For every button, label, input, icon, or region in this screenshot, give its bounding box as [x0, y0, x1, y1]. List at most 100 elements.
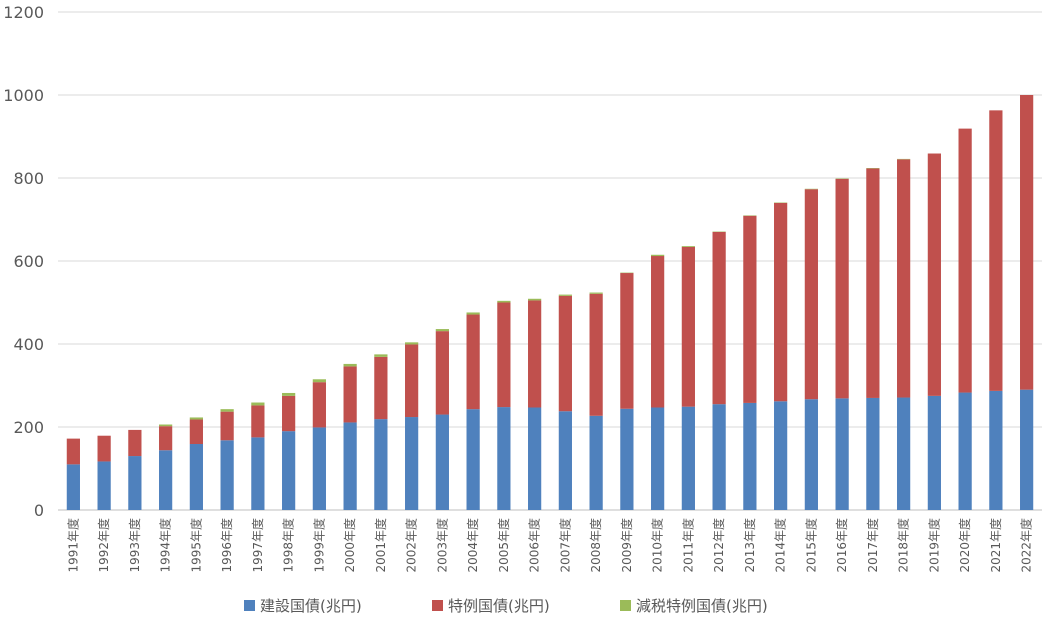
bar-segment-series-3 — [343, 363, 357, 367]
bar-segment-series-3 — [405, 342, 419, 345]
bar-segment-series-2 — [866, 168, 880, 398]
x-tick-label: 2004年度 — [465, 518, 480, 573]
legend-label: 建設国債(兆円) — [260, 597, 362, 615]
bar-segment-series-3 — [528, 298, 542, 301]
bar-segment-series-3 — [220, 409, 234, 412]
bar-segment-series-1 — [312, 427, 326, 510]
x-tick-label: 1992年度 — [96, 518, 111, 573]
legend: 建設国債(兆円) 特例国債(兆円) 減税特例国債(兆円) — [244, 597, 768, 615]
bar-segment-series-1 — [1020, 389, 1034, 510]
bar-segment-series-1 — [128, 456, 142, 510]
bar-segment-series-1 — [804, 399, 818, 510]
bar-segment-series-1 — [374, 419, 388, 510]
bar-segment-series-1 — [189, 444, 203, 510]
bar-segment-series-2 — [343, 366, 357, 423]
x-tick-label: 2015年度 — [803, 518, 818, 573]
bar-segment-series-3 — [681, 246, 695, 247]
bar-segment-series-1 — [743, 402, 757, 510]
bar-segment-series-1 — [927, 395, 941, 510]
bar-segment-series-2 — [220, 411, 234, 441]
bar-segment-series-1 — [866, 397, 880, 510]
bar-segment-series-1 — [220, 440, 234, 510]
x-tick-label: 2007年度 — [557, 518, 572, 573]
legend-swatch — [432, 600, 443, 611]
bar-segment-series-2 — [466, 314, 480, 410]
bar-segment-series-2 — [589, 293, 603, 416]
bar-segment-series-1 — [620, 408, 634, 510]
bar-segment-series-2 — [128, 429, 142, 457]
bar-segment-series-2 — [528, 300, 542, 408]
y-axis-ticks: 0 200 400 600 800 1000 1200 — [3, 3, 44, 520]
bar-segment-series-2 — [97, 435, 111, 462]
y-tick-label: 600 — [13, 252, 44, 271]
y-tick-label: 400 — [13, 335, 44, 354]
bar-segment-series-2 — [927, 153, 941, 396]
x-tick-label: 2014年度 — [773, 518, 788, 573]
bar-segment-series-2 — [1020, 95, 1034, 390]
x-tick-label: 1993年度 — [127, 518, 142, 573]
bar-segment-series-2 — [651, 256, 665, 408]
bar-segment-series-2 — [804, 189, 818, 400]
bar-segment-series-2 — [712, 231, 726, 405]
x-tick-label: 2022年度 — [1019, 518, 1034, 573]
bar-segment-series-3 — [497, 300, 511, 303]
bar-segment-series-1 — [681, 406, 695, 510]
bar-segment-series-1 — [405, 417, 419, 510]
bar-segment-series-1 — [774, 401, 788, 510]
legend-label: 特例国債(兆円) — [448, 597, 550, 615]
bar-segment-series-1 — [558, 411, 572, 510]
bar-segment-series-2 — [743, 215, 757, 403]
x-tick-label: 1994年度 — [158, 518, 173, 573]
bar-segment-series-1 — [159, 450, 173, 510]
bar-segment-series-2 — [282, 395, 296, 432]
x-tick-label: 2013年度 — [742, 518, 757, 573]
bar-segment-series-2 — [774, 202, 788, 402]
bar-segment-series-3 — [466, 312, 480, 315]
x-tick-label: 2011年度 — [680, 518, 695, 573]
x-tick-label: 2010年度 — [650, 518, 665, 573]
y-tick-label: 800 — [13, 169, 44, 188]
bar-segment-series-1 — [497, 407, 511, 510]
y-tick-label: 200 — [13, 418, 44, 437]
bar-segment-series-1 — [251, 437, 265, 510]
bar-segment-series-3 — [189, 417, 203, 420]
bar-segment-series-3 — [558, 294, 572, 296]
bar-segment-series-2 — [374, 356, 388, 420]
x-tick-label: 2021年度 — [988, 518, 1003, 573]
bars — [66, 95, 1034, 510]
bar-segment-series-2 — [620, 273, 634, 409]
x-tick-label: 1995年度 — [188, 518, 203, 573]
x-tick-label: 2001年度 — [373, 518, 388, 573]
x-axis-ticks: 1991年度 1992年度 1993年度 1994年度 1995年度 1996年度 1997… — [65, 518, 1033, 573]
bar-segment-series-1 — [989, 390, 1003, 510]
bar-segment-series-1 — [528, 407, 542, 510]
bar-segment-series-2 — [989, 110, 1003, 391]
gridlines — [58, 11, 1042, 511]
bar-segment-series-1 — [66, 464, 80, 510]
x-tick-label: 2016年度 — [834, 518, 849, 573]
bar-segment-series-3 — [159, 424, 173, 427]
bar-segment-series-1 — [712, 404, 726, 510]
bar-segment-series-2 — [558, 295, 572, 412]
legend-swatch — [620, 600, 631, 611]
y-tick-label: 0 — [34, 501, 44, 520]
x-tick-label: 2002年度 — [404, 518, 419, 573]
bar-segment-series-2 — [312, 382, 326, 428]
bar-segment-series-3 — [251, 402, 265, 406]
bar-segment-series-3 — [374, 354, 388, 357]
bar-segment-series-2 — [497, 302, 511, 408]
x-tick-label: 2018年度 — [896, 518, 911, 573]
bar-segment-series-3 — [435, 329, 449, 332]
x-tick-label: 2000年度 — [342, 518, 357, 573]
x-tick-label: 1999年度 — [311, 518, 326, 573]
x-tick-label: 2005年度 — [496, 518, 511, 573]
bar-segment-series-2 — [159, 426, 173, 451]
bar-segment-series-2 — [251, 405, 265, 438]
bar-segment-series-1 — [897, 397, 911, 510]
x-tick-label: 2017年度 — [865, 518, 880, 573]
bar-segment-series-2 — [435, 331, 449, 415]
bar-segment-series-3 — [282, 392, 296, 396]
x-tick-label: 2003年度 — [434, 518, 449, 573]
y-tick-label: 1000 — [3, 86, 44, 105]
